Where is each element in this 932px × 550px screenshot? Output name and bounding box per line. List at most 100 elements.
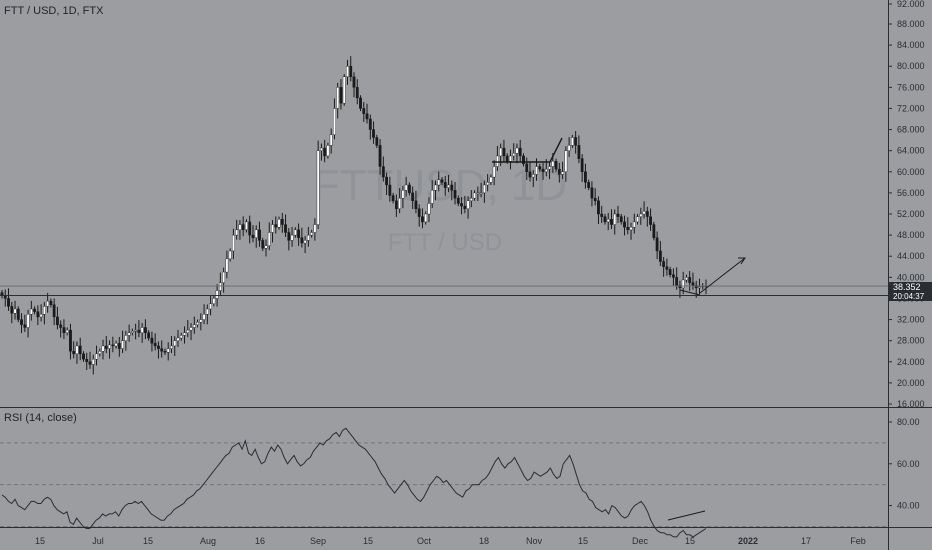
- candle: [46, 300, 50, 307]
- candle: [117, 343, 121, 349]
- candle: [72, 351, 76, 355]
- projection-arrow[interactable]: [699, 257, 746, 294]
- candle: [642, 211, 646, 215]
- candle: [355, 87, 359, 99]
- candle: [29, 308, 33, 315]
- candle: [440, 179, 444, 183]
- candle: [570, 137, 574, 146]
- candle: [492, 166, 496, 178]
- trend-drawing[interactable]: [492, 137, 563, 163]
- candle: [157, 345, 160, 349]
- candle: [65, 329, 69, 333]
- price-tick-label: 88.000: [897, 19, 925, 29]
- candle: [623, 221, 626, 228]
- candle: [587, 182, 591, 188]
- candle: [222, 271, 226, 283]
- candle: [668, 269, 672, 275]
- candle: [538, 166, 542, 170]
- candle: [95, 353, 98, 360]
- candle: [658, 250, 662, 262]
- time-axis[interactable]: 15 Jul 15 Aug 16 Sep 15 Oct 18 Nov 15 Dec 15 2022 17 Fe…: [35, 536, 866, 546]
- candle: [150, 337, 154, 344]
- candle: [394, 200, 398, 209]
- rsi-tick-label: 80.00: [897, 417, 920, 427]
- candle: [541, 168, 545, 172]
- price-tick-label: 40.000: [897, 272, 925, 282]
- candle: [593, 197, 597, 202]
- candle: [561, 171, 564, 175]
- candle: [228, 250, 232, 260]
- candle: [678, 285, 682, 289]
- candle: [111, 344, 115, 347]
- candle: [170, 345, 173, 349]
- candle: [639, 213, 643, 217]
- price-tick-label: 24.000: [897, 357, 925, 367]
- candle: [78, 345, 82, 355]
- candle: [535, 166, 538, 175]
- candle: [557, 168, 561, 175]
- price-tick-label: 80.000: [897, 61, 925, 71]
- candle: [293, 229, 297, 236]
- candle: [531, 174, 535, 178]
- time-tick-label: 15: [685, 536, 695, 546]
- candle: [567, 145, 571, 151]
- candle: [551, 161, 555, 167]
- candle: [636, 216, 639, 223]
- candle: [590, 187, 594, 199]
- rsi-label[interactable]: RSI (14, close): [4, 412, 77, 424]
- candle: [284, 224, 287, 233]
- candle: [346, 66, 349, 77]
- candle: [489, 176, 493, 183]
- candle: [554, 161, 558, 170]
- candle: [564, 150, 568, 172]
- candle: [443, 182, 447, 188]
- candle: [333, 108, 336, 136]
- candle: [42, 306, 46, 315]
- candle: [469, 197, 473, 202]
- candle: [98, 351, 102, 355]
- candle: [23, 324, 27, 328]
- candle: [616, 213, 620, 217]
- candle: [574, 137, 578, 146]
- candle: [603, 216, 607, 223]
- candle: [453, 190, 457, 199]
- candle: [522, 155, 525, 165]
- candle: [153, 343, 157, 347]
- candle: [173, 340, 177, 347]
- candle: [313, 224, 317, 233]
- candle: [69, 329, 72, 352]
- candle: [310, 232, 314, 236]
- candle: [320, 147, 323, 151]
- rsi-tick-label: 60.00: [897, 459, 920, 469]
- price-axis[interactable]: 92.000 88.000 84.000 80.000 76.000 72.000 68.0…: [888, 0, 925, 409]
- candle: [101, 345, 105, 352]
- rsi-axis[interactable]: 80.00 60.00 40.00: [888, 417, 920, 511]
- candle: [698, 286, 701, 289]
- candle: [339, 87, 343, 104]
- candle: [368, 118, 372, 130]
- price-tick-label: 52.000: [897, 209, 925, 219]
- rsi-divergence-line[interactable]: [667, 510, 706, 521]
- candle: [225, 258, 229, 273]
- candle: [59, 324, 63, 328]
- candle: [85, 358, 89, 362]
- candle: [473, 192, 476, 199]
- candle: [13, 308, 17, 314]
- symbol-title[interactable]: FTT / USD, 1D, FTX: [4, 5, 104, 17]
- candle: [10, 306, 14, 314]
- candle: [675, 277, 679, 286]
- arrow-head-icon: [738, 257, 746, 265]
- candle: [258, 229, 261, 241]
- candle: [238, 224, 242, 231]
- candle: [114, 343, 118, 347]
- candle: [672, 274, 675, 278]
- candle: [655, 237, 659, 252]
- price-trendline[interactable]: [679, 289, 701, 296]
- price-tick-label: 28.000: [897, 336, 925, 346]
- candle: [127, 332, 131, 336]
- candle: [417, 208, 421, 217]
- candle: [482, 184, 486, 194]
- candle: [580, 158, 584, 172]
- candle: [398, 197, 402, 209]
